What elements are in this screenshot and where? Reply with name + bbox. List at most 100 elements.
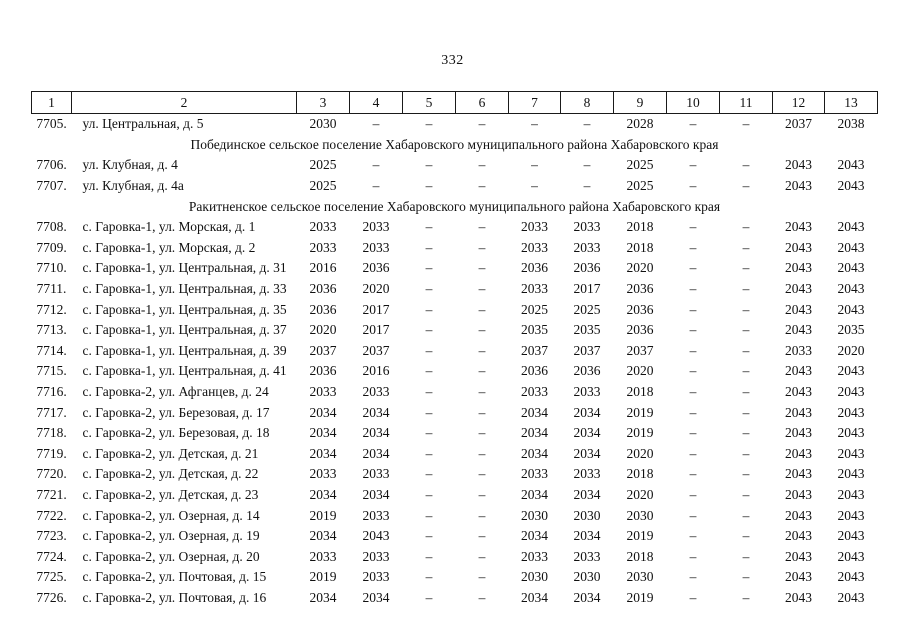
address-cell: с. Гаровка-1, ул. Центральная, д. 31 — [82, 260, 287, 276]
column-header-13: 13 — [824, 91, 878, 114]
section-header-row: Ракитненское сельское поселение Хабаровс… — [32, 196, 878, 217]
value-cell: – — [689, 363, 697, 379]
value-cell: 2037 — [521, 342, 548, 358]
address-cell: ул. Центральная, д. 5 — [82, 116, 204, 132]
table-row: 7710. с. Гаровка-1, ул. Центральная, д. 3… — [32, 258, 878, 279]
value-cell: 2036 — [626, 301, 654, 317]
value-cell: 2043 — [785, 301, 812, 317]
value-cell: – — [478, 342, 486, 358]
value-cell: 2019 — [626, 425, 654, 441]
value-cell: 2043 — [785, 507, 812, 523]
row-number-cell: 7708. — [36, 219, 67, 235]
value-cell: – — [425, 528, 433, 544]
value-cell: 2034 — [309, 445, 337, 461]
value-cell: – — [478, 548, 486, 564]
value-cell: 2025 — [573, 301, 601, 317]
value-cell: – — [689, 157, 697, 173]
address-cell: с. Гаровка-1, ул. Центральная, д. 35 — [82, 301, 287, 317]
value-cell: 2034 — [573, 589, 601, 605]
value-cell: – — [425, 589, 433, 605]
value-cell: – — [425, 239, 433, 255]
section-header-label: Ракитненское сельское поселение Хабаровс… — [188, 198, 721, 214]
value-cell: – — [689, 301, 697, 317]
value-cell: – — [425, 384, 433, 400]
table-row: 7721. с. Гаровка-2, ул. Детская, д. 23 203… — [32, 485, 878, 506]
value-cell: 2036 — [309, 301, 337, 317]
row-number-cell: 7707. — [36, 178, 67, 194]
value-cell: 2036 — [573, 260, 601, 276]
value-cell: 2043 — [837, 363, 865, 379]
value-cell: 2034 — [362, 445, 390, 461]
value-cell: 2034 — [573, 528, 601, 544]
value-cell: – — [478, 384, 486, 400]
address-cell: с. Гаровка-1, ул. Центральная, д. 41 — [82, 363, 287, 379]
value-cell: 2034 — [521, 404, 548, 420]
value-cell: 2043 — [837, 384, 865, 400]
value-cell: – — [372, 157, 380, 173]
value-cell: 2043 — [837, 301, 865, 317]
table-row: 7716. с. Гаровка-2, ул. Афганцев, д. 24 20… — [32, 382, 878, 403]
table-row: 7713. с. Гаровка-1, ул. Центральная, д. 3… — [32, 320, 878, 341]
value-cell: – — [531, 157, 538, 173]
column-header-1: 1 — [31, 91, 72, 114]
row-number-cell: 7719. — [36, 445, 67, 461]
row-number-cell: 7705. — [36, 116, 67, 132]
row-number-cell: 7713. — [36, 322, 67, 338]
value-cell: – — [478, 301, 486, 317]
address-cell: с. Гаровка-1, ул. Морская, д. 1 — [82, 219, 256, 235]
value-cell: 2034 — [309, 528, 337, 544]
value-cell: 2043 — [785, 157, 812, 173]
table-row: 7725. с. Гаровка-2, ул. Почтовая, д. 15 20… — [32, 567, 878, 588]
column-header-5: 5 — [402, 91, 456, 114]
value-cell: 2035 — [521, 322, 548, 338]
value-cell: – — [425, 116, 433, 132]
address-cell: с. Гаровка-2, ул. Почтовая, д. 16 — [82, 589, 267, 605]
column-header-11: 11 — [719, 91, 773, 114]
value-cell: 2033 — [521, 466, 548, 482]
value-cell: 2033 — [521, 548, 548, 564]
value-cell: 2030 — [521, 569, 548, 585]
value-cell: 2034 — [521, 445, 548, 461]
value-cell: – — [742, 260, 750, 276]
value-cell: 2034 — [521, 425, 548, 441]
table-row: 7714. с. Гаровка-1, ул. Центральная, д. 3… — [32, 341, 878, 362]
value-cell: 2036 — [626, 281, 654, 297]
table-row: 7706. ул. Клубная, д. 4 2025 – – – – – 2025 – – 204… — [32, 155, 878, 176]
value-cell: 2043 — [837, 157, 865, 173]
value-cell: 2043 — [362, 528, 390, 544]
value-cell: 2036 — [521, 260, 548, 276]
value-cell: 2034 — [573, 425, 601, 441]
value-cell: – — [425, 157, 433, 173]
value-cell: – — [689, 589, 697, 605]
value-cell: 2033 — [362, 548, 390, 564]
value-cell: – — [478, 466, 486, 482]
value-cell: 2043 — [837, 507, 865, 523]
value-cell: 2043 — [837, 260, 865, 276]
value-cell: 2043 — [837, 589, 865, 605]
value-cell: – — [583, 116, 591, 132]
row-number-cell: 7717. — [36, 404, 67, 420]
value-cell: 2034 — [521, 589, 548, 605]
value-cell: 2035 — [837, 322, 865, 338]
value-cell: 2033 — [521, 239, 548, 255]
row-number-cell: 7722. — [36, 507, 67, 523]
address-cell: с. Гаровка-2, ул. Детская, д. 22 — [82, 466, 259, 482]
table-row: 7723. с. Гаровка-2, ул. Озерная, д. 19 203… — [32, 526, 878, 547]
value-cell: – — [478, 157, 486, 173]
table-row: 7726. с. Гаровка-2, ул. Почтовая, д. 16 20… — [32, 588, 878, 609]
value-cell: 2033 — [573, 239, 601, 255]
value-cell: 2020 — [626, 260, 654, 276]
address-cell: с. Гаровка-2, ул. Афганцев, д. 24 — [82, 384, 269, 400]
value-cell: – — [689, 116, 697, 132]
value-cell: 2043 — [785, 384, 812, 400]
value-cell: – — [425, 219, 433, 235]
value-cell: – — [583, 157, 591, 173]
table-row: 7722. с. Гаровка-2, ул. Озерная, д. 14 201… — [32, 505, 878, 526]
value-cell: 2033 — [573, 466, 601, 482]
value-cell: 2030 — [626, 569, 654, 585]
value-cell: 2037 — [785, 116, 812, 132]
address-cell: с. Гаровка-2, ул. Березовая, д. 18 — [82, 425, 270, 441]
value-cell: 2016 — [362, 363, 390, 379]
value-cell: 2043 — [837, 239, 865, 255]
value-cell: – — [689, 466, 697, 482]
